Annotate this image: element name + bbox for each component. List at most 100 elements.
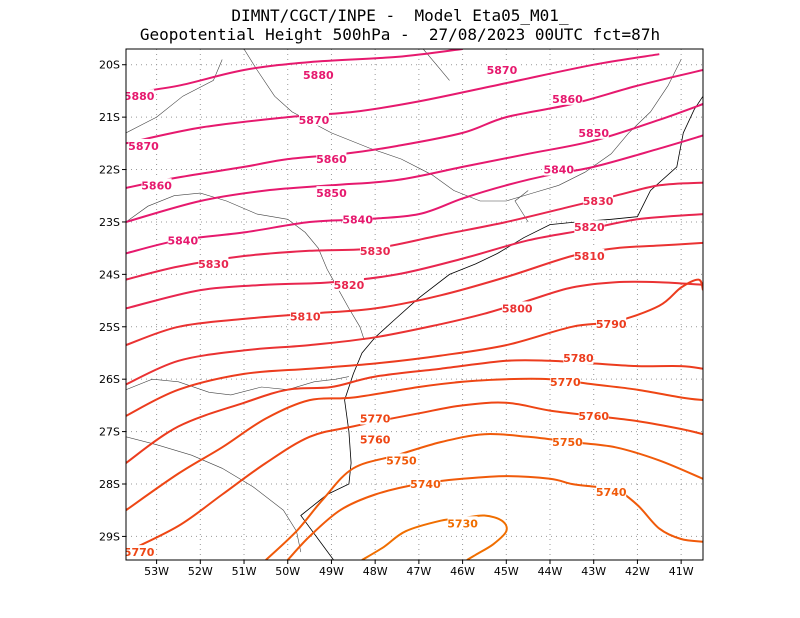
contour-label-background bbox=[574, 249, 605, 263]
lat-tick-label: 28S bbox=[99, 478, 120, 491]
lon-tick-label: 44W bbox=[538, 565, 563, 578]
contour-label-background bbox=[583, 193, 614, 207]
contour-label: 5830 bbox=[583, 195, 614, 208]
lon-tick-label: 52W bbox=[188, 565, 213, 578]
lat-tick-label: 21S bbox=[99, 111, 120, 124]
contour-label-background bbox=[141, 178, 172, 192]
contour-label: 5840 bbox=[543, 164, 574, 177]
contour-label: 5850 bbox=[316, 187, 347, 200]
contour-5790 bbox=[126, 278, 703, 417]
contour-label-background bbox=[126, 545, 155, 559]
contour-label-background bbox=[486, 62, 517, 76]
contour-5840 bbox=[126, 134, 703, 255]
lat-tick-label: 29S bbox=[99, 530, 120, 543]
contour-label-background bbox=[342, 212, 373, 226]
contour-label: 5880 bbox=[303, 69, 334, 82]
contour-label: 5820 bbox=[574, 221, 605, 234]
contour-label-background bbox=[543, 162, 574, 176]
contour-label: 5810 bbox=[574, 250, 605, 263]
contour-5870 bbox=[126, 53, 660, 145]
contour-label: 5830 bbox=[360, 245, 391, 258]
lon-tick-label: 53W bbox=[144, 565, 169, 578]
contour-5730 bbox=[361, 514, 508, 560]
contour-label: 5820 bbox=[334, 279, 365, 292]
lat-tick-label: 22S bbox=[99, 164, 120, 177]
lon-tick-label: 48W bbox=[363, 565, 388, 578]
lon-tick-label: 47W bbox=[406, 565, 431, 578]
lon-tick-label: 41W bbox=[669, 565, 694, 578]
contour-label-background bbox=[126, 89, 155, 103]
lon-tick-label: 42W bbox=[625, 565, 650, 578]
contour-label-background bbox=[128, 138, 159, 152]
map-title-line1: DIMNT/CGCT/INPE - Model Eta05_M01_ bbox=[231, 6, 569, 25]
coastline-and-borders bbox=[126, 49, 703, 560]
contour-label: 5860 bbox=[552, 93, 583, 106]
contour-label: 5870 bbox=[128, 140, 159, 153]
lat-tick-label: 26S bbox=[99, 373, 120, 386]
contour-label-background bbox=[552, 435, 583, 449]
contour-label: 5850 bbox=[578, 127, 609, 140]
contour-labels: 5880 5880 5870 5870 5870 5860 5860 5860 5850 5850… bbox=[124, 62, 627, 559]
contour-label: 5760 bbox=[578, 410, 609, 423]
lon-tick-label: 50W bbox=[275, 565, 300, 578]
state-border bbox=[243, 49, 682, 202]
contour-label: 5810 bbox=[290, 310, 321, 323]
coastline bbox=[300, 95, 703, 560]
lat-tick-label: 25S bbox=[99, 321, 120, 334]
contour-5820 bbox=[126, 213, 703, 310]
contour-label-background bbox=[410, 477, 441, 491]
state-border bbox=[126, 192, 365, 340]
lat-tick-label: 23S bbox=[99, 216, 120, 229]
contour-5740 bbox=[286, 475, 703, 560]
lon-tick-label: 46W bbox=[450, 565, 475, 578]
contour-label-background bbox=[360, 411, 391, 425]
state-border bbox=[514, 190, 529, 223]
contour-label: 5830 bbox=[198, 258, 229, 271]
contour-label-background bbox=[447, 516, 478, 530]
lat-tick-label: 27S bbox=[99, 426, 120, 439]
contour-label: 5840 bbox=[168, 234, 199, 247]
contour-label: 5730 bbox=[447, 517, 478, 530]
contour-5810 bbox=[126, 241, 703, 347]
contour-5880 bbox=[126, 49, 463, 95]
lon-tick-label: 51W bbox=[232, 565, 257, 578]
contour-5800 bbox=[126, 280, 703, 386]
contour-label: 5790 bbox=[596, 318, 627, 331]
contour-5850 bbox=[126, 103, 703, 223]
contour-label: 5870 bbox=[299, 114, 330, 127]
contour-lines bbox=[126, 49, 703, 560]
lat-tick-label: 24S bbox=[99, 268, 120, 281]
lat-tick-label: 20S bbox=[99, 59, 120, 72]
contour-label: 5860 bbox=[316, 153, 347, 166]
state-border bbox=[126, 59, 223, 134]
contour-5860 bbox=[126, 69, 703, 189]
contour-label-background bbox=[596, 484, 627, 498]
map-title-line2: Geopotential Height 500hPa - 27/08/2023 … bbox=[139, 25, 661, 44]
contour-label-background bbox=[578, 408, 609, 422]
contour-label: 5780 bbox=[563, 352, 594, 365]
contour-label-background bbox=[167, 233, 198, 247]
state-border bbox=[126, 376, 349, 396]
contour-label: 5800 bbox=[502, 302, 533, 315]
contour-label-background bbox=[298, 112, 329, 126]
contour-label-background bbox=[552, 91, 583, 105]
contour-label: 5750 bbox=[386, 454, 417, 467]
contour-label-background bbox=[502, 301, 533, 315]
lon-tick-label: 49W bbox=[319, 565, 344, 578]
contour-label: 5870 bbox=[487, 64, 518, 77]
contour-label-background bbox=[290, 309, 321, 323]
lon-tick-label: 45W bbox=[494, 565, 519, 578]
axis-ticks: 53W 52W 51W 50W 49W 48W 47W 46W 45W 44W 43W 42W 41W 2… bbox=[99, 59, 694, 578]
contour-5770 bbox=[126, 377, 703, 512]
state-border bbox=[126, 436, 302, 553]
contour-label: 5880 bbox=[124, 90, 155, 103]
contour-label-background bbox=[333, 277, 364, 291]
contour-label: 5750 bbox=[552, 436, 583, 449]
contour-5750 bbox=[265, 433, 703, 560]
contour-label-background bbox=[316, 152, 347, 166]
contour-label: 5770 bbox=[124, 546, 155, 559]
contour-label-background bbox=[574, 220, 605, 234]
contour-label-background bbox=[550, 374, 581, 388]
contour-5780 bbox=[126, 359, 703, 464]
